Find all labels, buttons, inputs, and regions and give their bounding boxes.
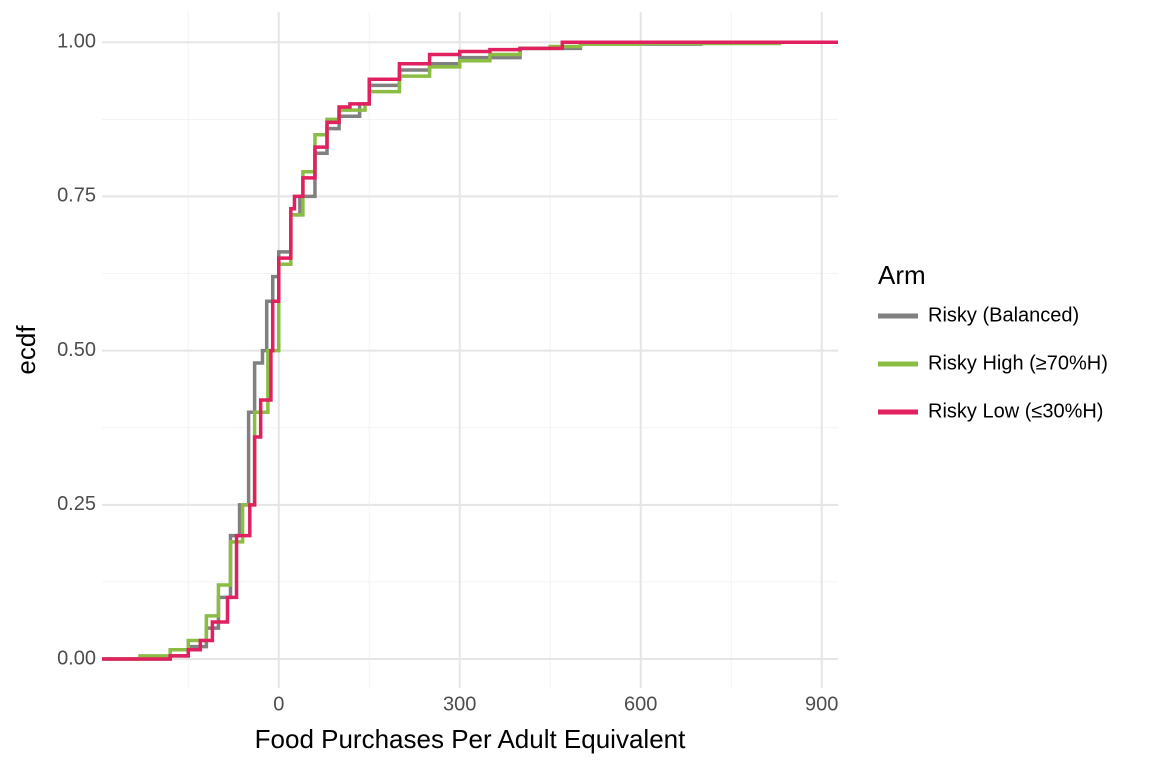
y-tick-label: 0.25: [57, 493, 96, 515]
x-axis-title: Food Purchases Per Adult Equivalent: [255, 724, 686, 754]
y-tick-label: 0.75: [57, 185, 96, 207]
x-tick-label: 900: [805, 693, 838, 715]
x-tick-label: 300: [443, 693, 476, 715]
y-tick-label: 0.00: [57, 647, 96, 669]
ecdf-line: [102, 40, 838, 661]
x-tick-label: 600: [624, 693, 657, 715]
legend-label: Risky (Balanced): [928, 304, 1079, 326]
legend-label: Risky Low (≤30%H): [928, 400, 1103, 422]
y-axis-title: ecdf: [11, 325, 41, 375]
y-tick-label: 0.50: [57, 339, 96, 361]
x-tick-label: 0: [273, 693, 284, 715]
y-tick-label: 1.00: [57, 31, 96, 53]
legend-label: Risky High (≥70%H): [928, 352, 1108, 374]
legend-title: Arm: [878, 260, 926, 290]
